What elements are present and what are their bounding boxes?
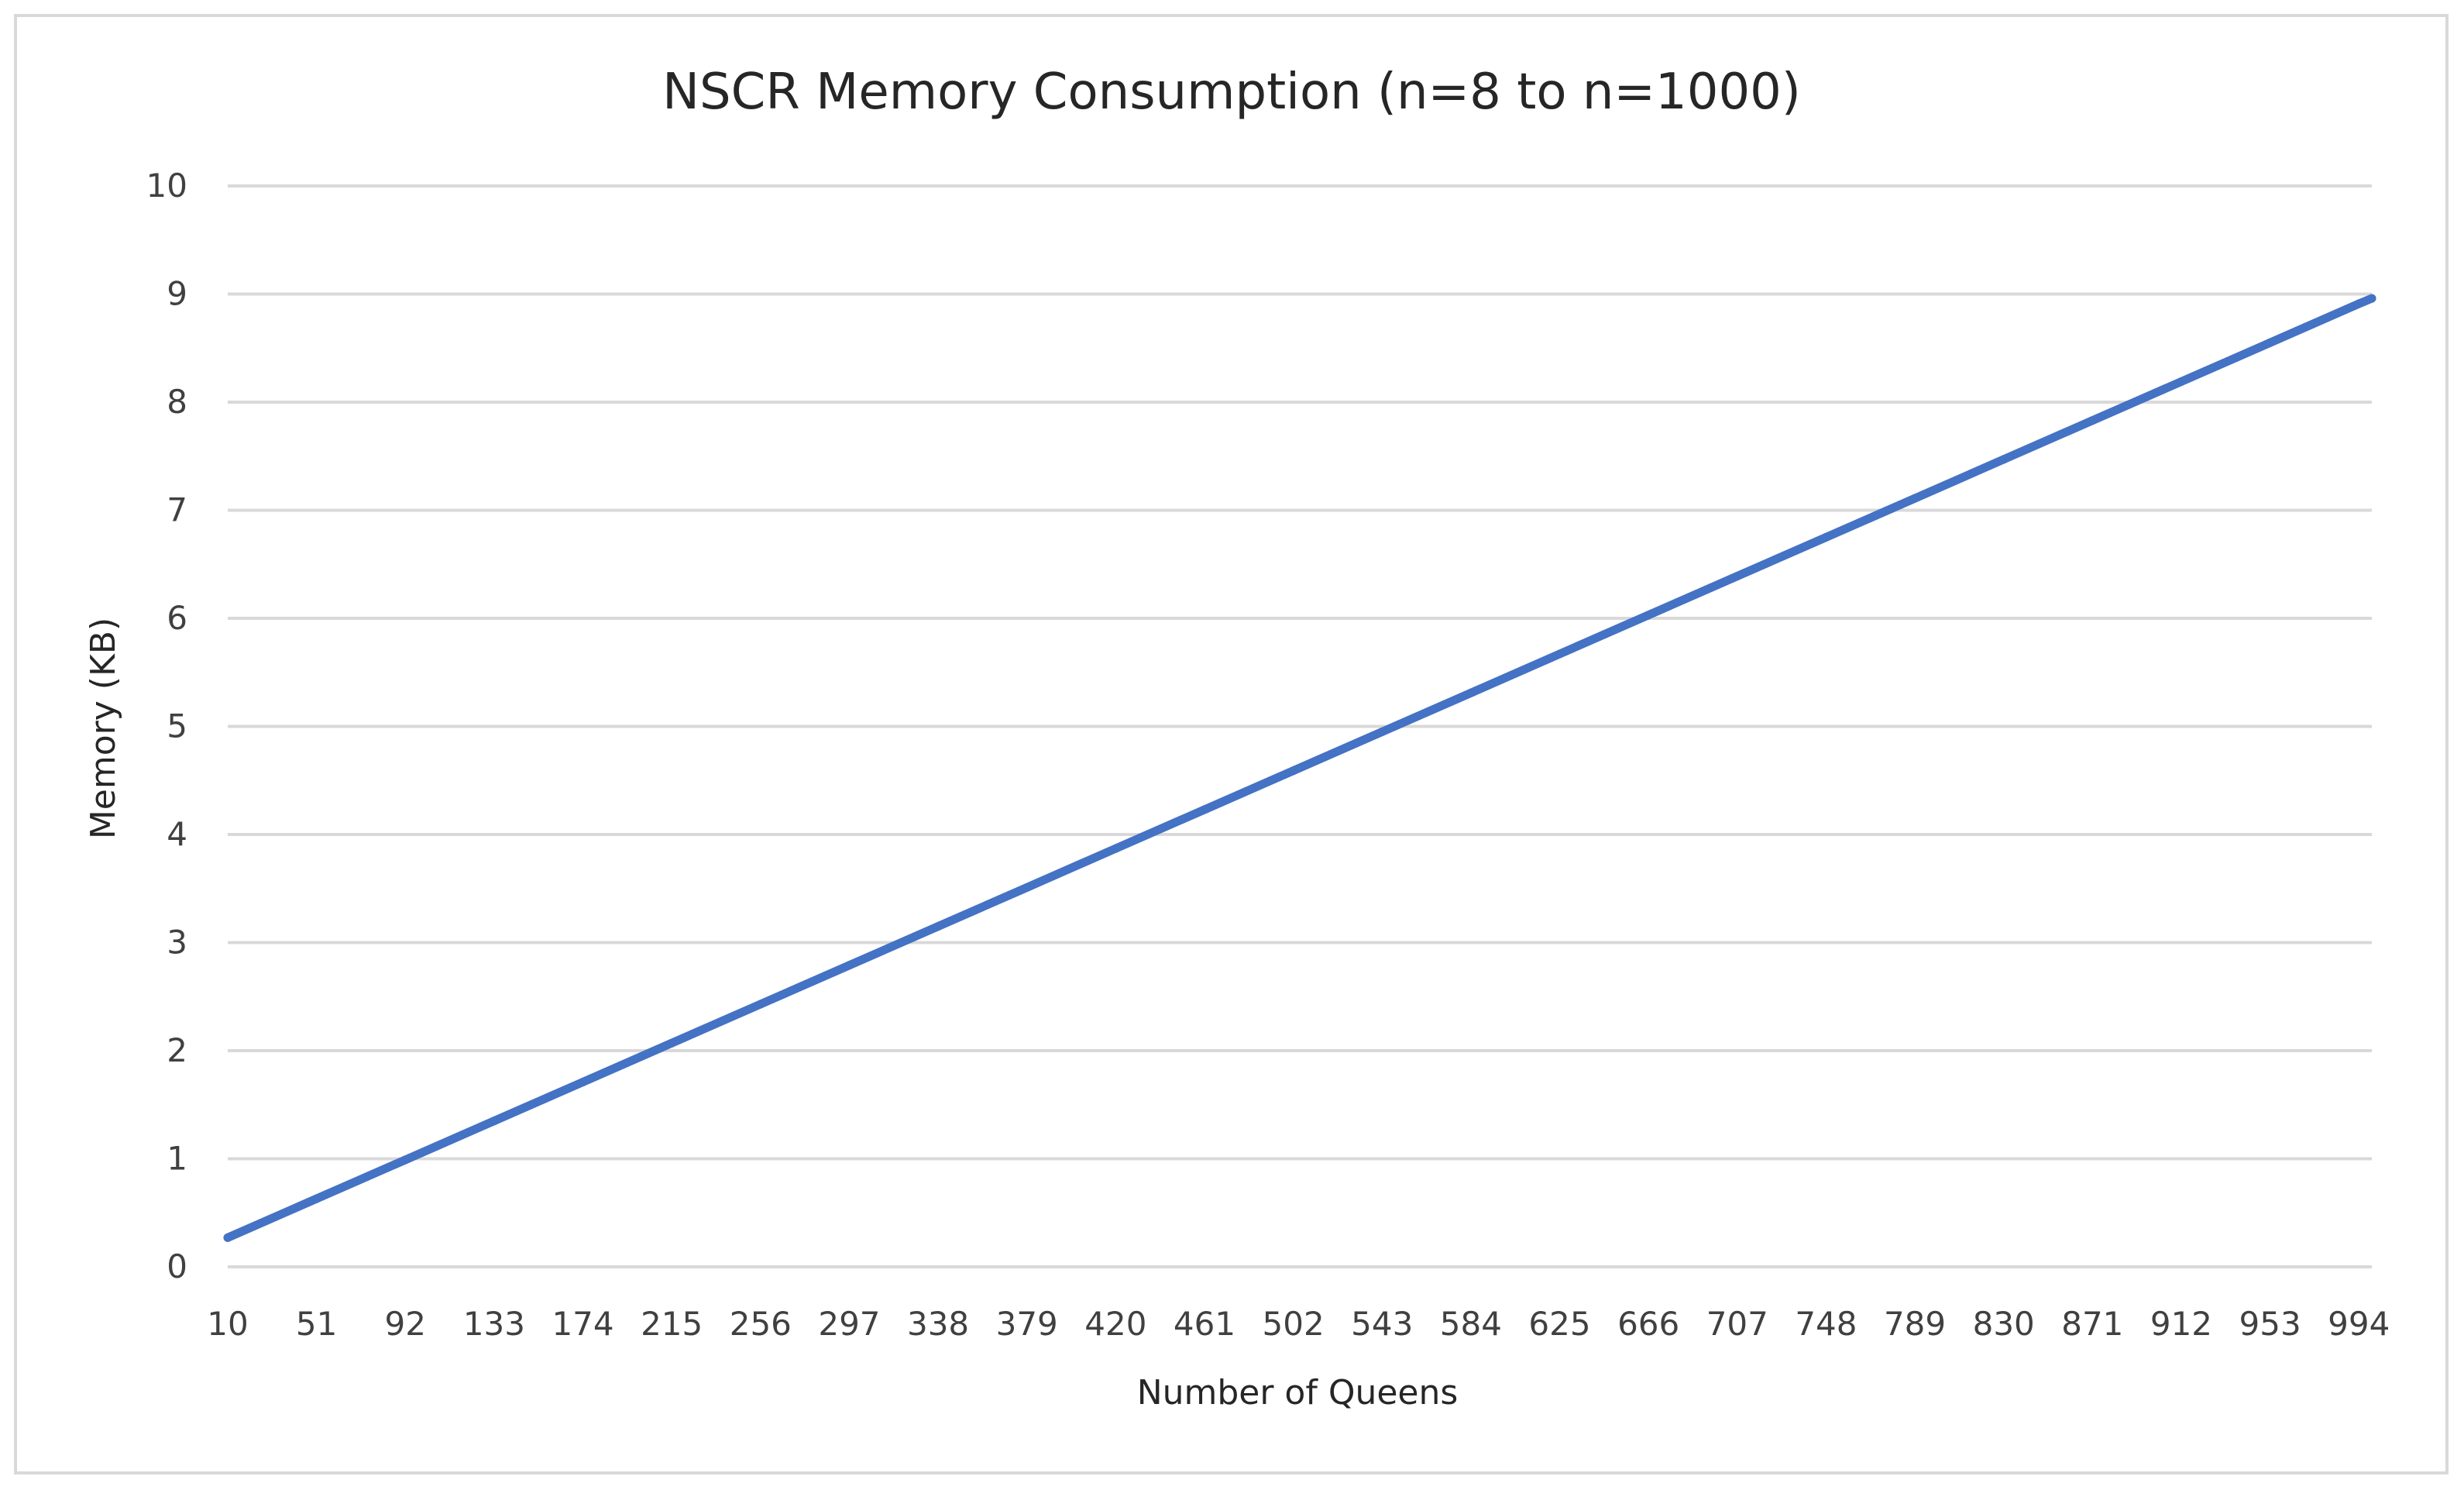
x-tick-label-789: 789 xyxy=(1884,1305,1946,1343)
x-tick-label-256: 256 xyxy=(730,1305,792,1343)
x-tick-label-707: 707 xyxy=(1706,1305,1768,1343)
x-tick-label-10: 10 xyxy=(207,1305,248,1343)
data-point xyxy=(1377,727,1387,736)
data-point xyxy=(490,1117,499,1126)
x-tick-label-297: 297 xyxy=(818,1305,880,1343)
x-tick-label-912: 912 xyxy=(2150,1305,2212,1343)
x-tick-label-379: 379 xyxy=(996,1305,1058,1343)
series-layer xyxy=(223,294,2376,1242)
y-tick-label-10: 10 xyxy=(146,167,187,205)
x-tick-label-133: 133 xyxy=(463,1305,525,1343)
data-point xyxy=(1289,766,1298,776)
x-tick-label-92: 92 xyxy=(385,1305,426,1343)
data-point xyxy=(2177,377,2186,386)
data-point xyxy=(1733,572,1742,581)
data-point xyxy=(1910,494,1919,503)
data-point xyxy=(2367,294,2376,303)
data-point xyxy=(223,1233,232,1242)
y-tick-label-3: 3 xyxy=(167,924,187,962)
y-tick-label-9: 9 xyxy=(167,275,187,313)
data-point xyxy=(844,961,854,970)
x-tick-label-953: 953 xyxy=(2239,1305,2301,1343)
x-axis-title: Number of Queens xyxy=(1137,1373,1459,1413)
y-tick-label-1: 1 xyxy=(167,1140,187,1178)
x-axis-tick-labels: 10 51 92 133 174 215 256 297 338 379 420 461 502 543 5… xyxy=(207,1305,2390,1343)
x-tick-label-666: 666 xyxy=(1617,1305,1679,1343)
data-point xyxy=(1999,455,2009,464)
x-tick-label-502: 502 xyxy=(1263,1305,1325,1343)
data-point xyxy=(2088,416,2097,425)
y-tick-label-0: 0 xyxy=(167,1247,187,1285)
data-point xyxy=(756,1000,765,1009)
x-tick-label-584: 584 xyxy=(1440,1305,1502,1343)
data-point xyxy=(400,1155,410,1165)
y-tick-label-5: 5 xyxy=(167,707,187,745)
x-tick-label-543: 543 xyxy=(1351,1305,1413,1343)
x-tick-label-420: 420 xyxy=(1084,1305,1146,1343)
series-line-0 xyxy=(223,294,2376,1242)
data-point xyxy=(1821,532,1830,542)
x-tick-label-994: 994 xyxy=(2328,1305,2390,1343)
gridlines xyxy=(228,184,2372,1268)
y-axis-title: Memory (KB) xyxy=(84,618,123,839)
data-point xyxy=(1466,688,1476,697)
x-tick-label-830: 830 xyxy=(1973,1305,2035,1343)
data-point xyxy=(2354,299,2363,308)
x-tick-label-215: 215 xyxy=(641,1305,703,1343)
y-tick-label-6: 6 xyxy=(167,599,187,637)
y-tick-label-8: 8 xyxy=(167,383,187,421)
data-point xyxy=(2266,338,2275,347)
x-tick-label-625: 625 xyxy=(1528,1305,1590,1343)
data-point xyxy=(1200,805,1209,814)
chart-frame xyxy=(14,14,2449,1475)
y-tick-label-2: 2 xyxy=(167,1031,187,1069)
y-tick-label-4: 4 xyxy=(167,815,187,853)
data-point xyxy=(579,1077,588,1086)
data-point xyxy=(312,1194,321,1203)
x-tick-label-748: 748 xyxy=(1795,1305,1857,1343)
data-point xyxy=(667,1038,676,1048)
y-tick-label-7: 7 xyxy=(167,491,187,529)
data-point xyxy=(933,922,943,931)
x-tick-label-338: 338 xyxy=(907,1305,969,1343)
data-point xyxy=(1111,844,1120,853)
data-point xyxy=(1555,649,1565,659)
data-point xyxy=(1022,883,1032,892)
data-point xyxy=(1644,611,1653,620)
x-tick-label-871: 871 xyxy=(2061,1305,2123,1343)
x-tick-label-461: 461 xyxy=(1174,1305,1235,1343)
x-tick-label-174: 174 xyxy=(552,1305,613,1343)
y-axis-tick-labels: 0 1 2 3 4 5 6 7 8 9 10 xyxy=(146,167,187,1285)
x-tick-label-51: 51 xyxy=(296,1305,337,1343)
chart-title: NSCR Memory Consumption (n=8 to n=1000) xyxy=(662,64,1801,121)
